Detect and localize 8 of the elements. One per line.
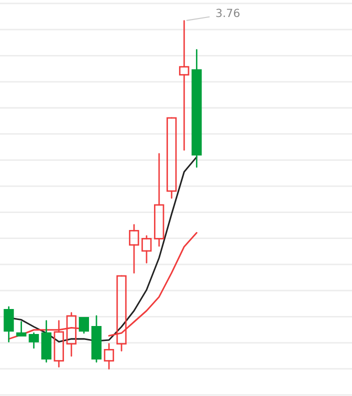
candlestick bbox=[28, 332, 39, 349]
text: 3.76 bbox=[216, 8, 240, 18]
candlestick bbox=[154, 153, 164, 247]
candlestick bbox=[141, 235, 152, 264]
candlestick bbox=[41, 320, 52, 363]
candlestick bbox=[192, 49, 202, 168]
candlestick bbox=[179, 20, 190, 151]
candlestick bbox=[4, 306, 14, 342]
